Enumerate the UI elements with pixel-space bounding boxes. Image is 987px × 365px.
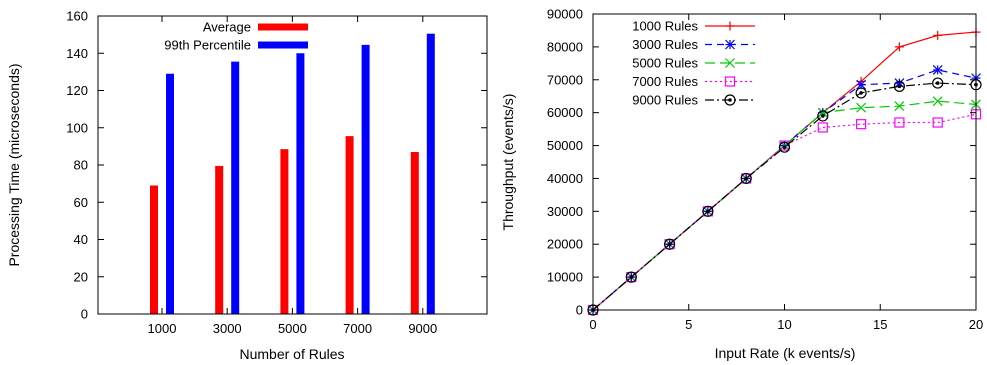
- data-point: [894, 42, 904, 52]
- legend-label: 1000 Rules: [632, 19, 698, 34]
- y-tick-label: 40000: [547, 171, 583, 186]
- bar-average: [410, 151, 419, 314]
- bar-average: [150, 185, 158, 314]
- data-point: [817, 122, 828, 133]
- legend-label: Average: [203, 20, 251, 35]
- data-point: [894, 117, 905, 128]
- y-axis-ticks: 0 10000 20000 30000 40000 50000 60000 70000 8000…: [547, 7, 976, 318]
- x-tick-label: 10: [777, 317, 791, 332]
- y-tick-label: 0: [576, 303, 583, 318]
- bar-99th-percentile: [166, 73, 174, 314]
- data-point: [740, 172, 752, 185]
- data-point: [893, 80, 905, 92]
- data-point: [856, 102, 867, 113]
- legend-label: 99th Percentile: [164, 38, 251, 53]
- y-axis-label: Processing Time (microseconds): [6, 63, 22, 266]
- legend-swatch: [258, 41, 308, 49]
- y-tick-label: 20: [74, 269, 88, 284]
- data-point: [724, 94, 736, 106]
- data-point: [664, 238, 676, 250]
- bar-chart-processing-time: 0 20 40 60 80 100 120 140 160 1000 3000 5000 7000 90…: [6, 9, 488, 362]
- bar-99th-percentile: [361, 44, 370, 315]
- legend: Average 99th Percentile: [164, 20, 308, 53]
- y-tick-label: 0: [81, 307, 88, 322]
- data-point: [724, 76, 736, 87]
- bar-average: [215, 165, 224, 314]
- y-tick-label: 80: [74, 158, 88, 173]
- data-point: [855, 87, 867, 99]
- x-tick-label: 7000: [343, 321, 372, 336]
- x-tick-label: 5000: [278, 321, 307, 336]
- legend-label: 5000 Rules: [632, 56, 698, 71]
- y-tick-label: 60: [74, 195, 88, 210]
- y-tick-label: 20000: [547, 237, 583, 252]
- data-point: [932, 117, 943, 128]
- x-axis-ticks: 1000 3000 5000 7000 9000: [148, 16, 437, 336]
- legend-label: 7000 Rules: [632, 74, 698, 89]
- legend-label: 9000 Rules: [632, 93, 698, 108]
- data-point: [725, 39, 735, 50]
- data-point: [856, 119, 867, 130]
- bar-99th-percentile: [296, 53, 305, 314]
- y-tick-label: 40: [74, 232, 88, 247]
- x-axis-label: Number of Rules: [239, 346, 344, 362]
- data-point: [932, 96, 943, 107]
- data-point: [778, 141, 791, 153]
- data-point: [725, 58, 735, 68]
- y-tick-label: 80000: [547, 39, 583, 54]
- bar-average: [345, 136, 354, 314]
- bar-average: [280, 149, 289, 314]
- data-point: [625, 271, 637, 283]
- data-point: [932, 77, 944, 89]
- y-tick-label: 30000: [547, 204, 583, 219]
- legend: 1000 Rules 3000 Rules 5000 Rules 7000 Rules…: [632, 19, 755, 108]
- data-point: [725, 21, 735, 31]
- data-point: [817, 107, 828, 118]
- x-tick-label: 9000: [408, 321, 437, 336]
- data-point: [817, 110, 829, 122]
- x-tick-label: 3000: [213, 321, 242, 336]
- bar-group: [150, 33, 435, 315]
- x-axis-ticks: 0 5 10 15 20: [589, 14, 983, 332]
- legend-label: 3000 Rules: [632, 37, 698, 52]
- x-tick-label: 15: [873, 317, 887, 332]
- y-tick-label: 140: [66, 46, 88, 61]
- series-line-9000-rules: [592, 82, 977, 311]
- line-chart-throughput: 0 10000 20000 30000 40000 50000 60000 70000 8000…: [500, 7, 983, 362]
- data-point: [894, 101, 905, 112]
- x-tick-label: 20: [969, 317, 983, 332]
- series-lines: [587, 27, 982, 316]
- x-axis-label: Input Rate (k events/s): [715, 345, 856, 361]
- y-tick-label: 60000: [547, 105, 583, 120]
- bar-99th-percentile: [426, 33, 435, 314]
- legend-swatch: [258, 23, 308, 31]
- x-tick-label: 0: [589, 317, 596, 332]
- data-point: [932, 64, 943, 75]
- y-axis-label: Throughput (events/s): [500, 94, 516, 231]
- y-tick-label: 160: [66, 9, 88, 24]
- series-line-5000-rules: [592, 100, 977, 311]
- y-tick-label: 70000: [547, 72, 583, 87]
- data-point: [702, 205, 714, 217]
- y-axis-ticks: 0 20 40 60 80 100 120 140 160: [66, 9, 487, 322]
- x-tick-label: 5: [685, 317, 692, 332]
- y-tick-label: 120: [66, 83, 88, 98]
- x-tick-label: 1000: [148, 321, 177, 336]
- bar-99th-percentile: [231, 61, 240, 314]
- y-tick-label: 90000: [547, 7, 583, 22]
- y-tick-label: 50000: [547, 138, 583, 153]
- y-tick-label: 100: [66, 120, 88, 135]
- y-tick-label: 10000: [547, 270, 583, 285]
- data-point: [933, 30, 943, 40]
